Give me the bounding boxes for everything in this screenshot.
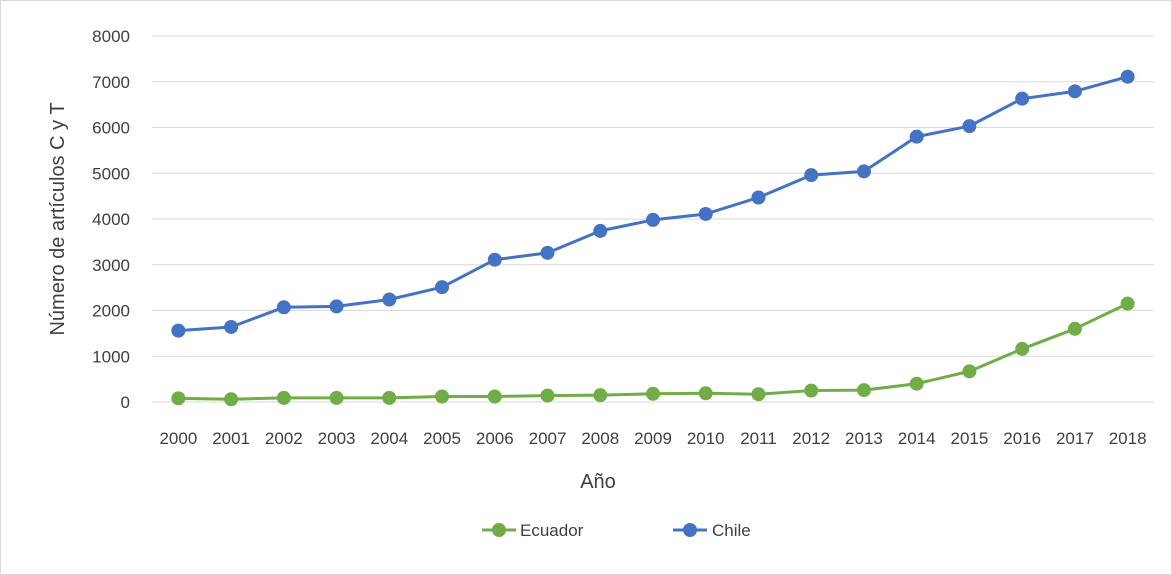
x-tick-label: 2009 <box>634 429 672 448</box>
x-tick-label: 2016 <box>1003 429 1041 448</box>
data-point <box>329 390 344 405</box>
data-point <box>1120 296 1135 311</box>
data-point <box>224 319 239 334</box>
x-tick-label: 2018 <box>1109 429 1147 448</box>
data-point <box>382 390 397 405</box>
data-point <box>646 212 660 227</box>
data-point <box>909 376 924 391</box>
data-point <box>593 388 608 403</box>
y-tick-label: 2000 <box>92 302 130 321</box>
data-point <box>1015 91 1030 106</box>
data-point <box>1015 341 1030 356</box>
data-point <box>804 168 819 183</box>
x-tick-label: 2008 <box>581 429 619 448</box>
data-point <box>698 386 713 401</box>
x-tick-label: 2005 <box>423 429 461 448</box>
data-point <box>487 252 502 267</box>
x-tick-label: 2001 <box>212 429 250 448</box>
x-tick-label: 2006 <box>476 429 514 448</box>
data-point <box>646 386 660 401</box>
data-point <box>856 383 871 398</box>
data-point <box>435 280 450 295</box>
series-ecuador <box>171 296 1135 407</box>
x-tick-label: 2000 <box>159 429 197 448</box>
x-axis-title: Año <box>580 471 616 493</box>
data-point <box>593 223 608 238</box>
x-tick-label: 2007 <box>529 429 567 448</box>
legend-label: Chile <box>712 521 751 540</box>
x-tick-label: 2004 <box>370 429 408 448</box>
legend-marker <box>492 523 506 537</box>
legend-item-ecuador: Ecuador <box>482 521 584 540</box>
data-point <box>540 245 555 260</box>
x-tick-label: 2010 <box>687 429 725 448</box>
y-tick-label: 1000 <box>92 347 130 366</box>
data-point <box>909 129 924 144</box>
data-point <box>698 206 713 221</box>
data-point <box>487 389 502 404</box>
y-axis-tick-labels: 0 1000 2000 3000 4000 5000 6000 7000 8000 <box>92 27 130 412</box>
data-point <box>751 387 766 402</box>
x-tick-label: 2011 <box>740 429 777 448</box>
data-point <box>804 383 819 398</box>
legend-marker <box>683 523 697 537</box>
x-tick-label: 2014 <box>898 429 936 448</box>
y-tick-label: 5000 <box>92 164 130 183</box>
legend-item-chile: Chile <box>673 521 751 540</box>
series-chile <box>171 69 1135 338</box>
x-tick-label: 2015 <box>951 429 989 448</box>
data-point <box>171 391 186 406</box>
y-tick-label: 8000 <box>92 27 130 46</box>
data-point <box>1067 84 1082 99</box>
data-point <box>435 389 450 404</box>
x-tick-label: 2002 <box>265 429 303 448</box>
data-point <box>224 392 239 407</box>
data-point <box>856 164 871 179</box>
y-tick-label: 4000 <box>92 210 130 229</box>
data-point <box>540 388 555 403</box>
y-tick-label: 3000 <box>92 256 130 275</box>
data-point <box>171 323 186 338</box>
legend-label: Ecuador <box>520 521 584 540</box>
data-point <box>962 364 977 379</box>
x-axis-tick-labels: 2000 2001 2002 2003 2004 2005 2006 2007 2008 2009… <box>159 429 1146 448</box>
data-point <box>382 292 397 307</box>
data-point <box>962 119 977 134</box>
series-layer <box>171 69 1135 407</box>
gridlines <box>152 35 1154 403</box>
x-tick-label: 2017 <box>1056 429 1094 448</box>
y-axis-title: Número de artículos C y T <box>47 102 69 335</box>
legend: Ecuador Chile <box>482 521 751 540</box>
data-point <box>276 390 291 405</box>
data-point <box>1120 69 1135 84</box>
y-tick-label: 7000 <box>92 73 130 92</box>
y-tick-label: 6000 <box>92 119 130 138</box>
data-point <box>276 300 291 315</box>
data-point <box>329 299 344 314</box>
x-tick-label: 2012 <box>792 429 830 448</box>
data-point <box>1067 321 1082 336</box>
x-tick-label: 2003 <box>318 429 356 448</box>
data-point <box>751 190 766 205</box>
x-tick-label: 2013 <box>845 429 883 448</box>
y-tick-label: 0 <box>121 393 130 412</box>
